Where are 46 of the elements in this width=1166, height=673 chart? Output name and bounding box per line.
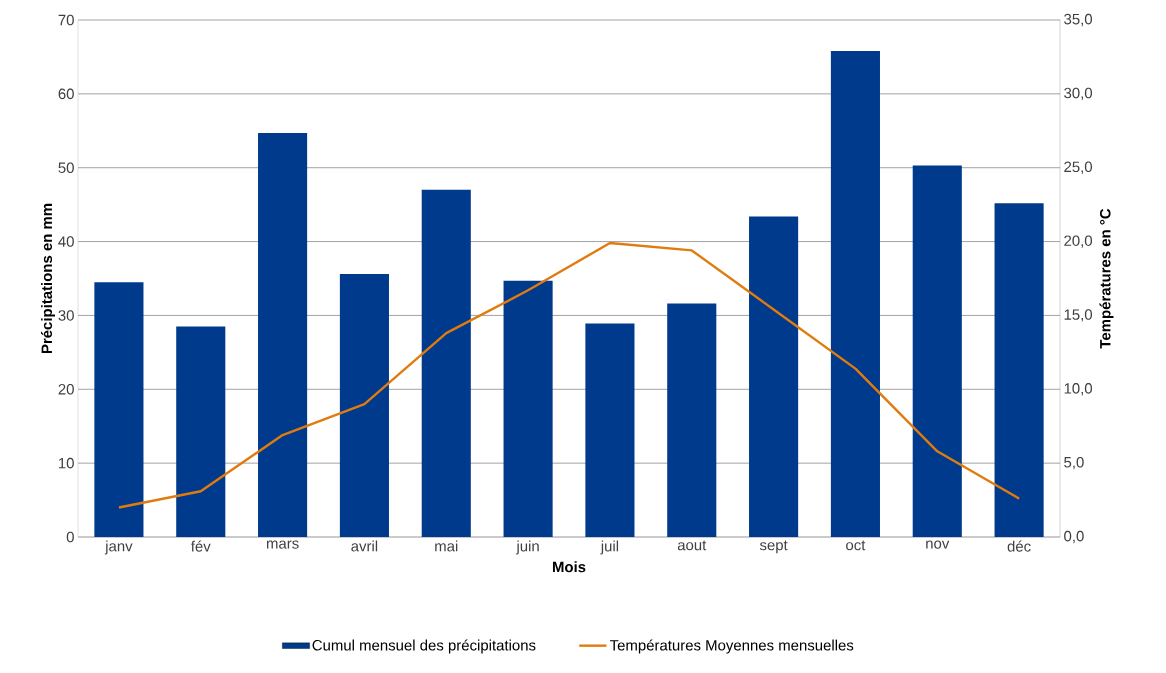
x-tick-label: juin <box>516 540 539 555</box>
bar <box>339 274 389 537</box>
legend-label: Cumul mensuel des précipitations <box>312 639 536 654</box>
x-axis-title: Mois <box>552 561 586 573</box>
y-tick-label: 10 <box>59 457 74 469</box>
y-tick-label: 0 <box>66 531 74 543</box>
y-tick-label: 50 <box>58 162 74 173</box>
y2-tick-label: 30,0 <box>1064 87 1093 101</box>
y-tick-label: 40 <box>58 236 74 247</box>
y2-tick-label: 35,0 <box>1064 13 1093 27</box>
legend-label: Températures Moyennes mensuelles <box>609 639 854 654</box>
x-tick-label: déc <box>1007 540 1031 552</box>
bar <box>94 282 144 537</box>
bar <box>994 203 1044 537</box>
y-axis-title: Précipitations en mm <box>40 203 56 354</box>
y2-tick-label: 5,0 <box>1064 456 1084 470</box>
x-tick-label: mai <box>435 540 458 552</box>
line-series <box>117 241 1021 509</box>
y2-tick-label: 25,0 <box>1064 161 1093 174</box>
y2-axis-title: Températures en °C <box>1099 208 1114 349</box>
bar <box>912 165 962 537</box>
y-tick-label: 60 <box>58 88 74 100</box>
bar <box>258 133 308 537</box>
y-tick-label: 70 <box>58 14 74 26</box>
y2-tick-label: 15,0 <box>1064 309 1093 322</box>
bar <box>667 303 717 537</box>
bar <box>830 51 880 537</box>
x-tick-label: fév <box>191 540 211 552</box>
y2-tick-label: 10,0 <box>1064 383 1093 396</box>
x-tick-label: oct <box>846 540 866 551</box>
bar <box>176 326 226 537</box>
y-tick-label: 30 <box>58 310 74 321</box>
bar <box>503 280 553 537</box>
bar <box>585 323 635 537</box>
x-tick-label: juil <box>600 540 619 555</box>
x-tick-label: mars <box>266 540 299 549</box>
bar <box>421 189 471 537</box>
x-tick-label: janv <box>104 540 133 555</box>
y2-tick-label: 20,0 <box>1064 235 1093 248</box>
y2-tick-label: 0,0 <box>1064 530 1084 544</box>
x-tick-label: aout <box>677 540 707 551</box>
x-tick-label: avril <box>351 540 378 552</box>
y-tick-label: 20 <box>58 383 74 395</box>
x-tick-label: nov <box>926 540 950 549</box>
bar <box>749 216 799 537</box>
x-tick-label: sept <box>759 540 788 554</box>
